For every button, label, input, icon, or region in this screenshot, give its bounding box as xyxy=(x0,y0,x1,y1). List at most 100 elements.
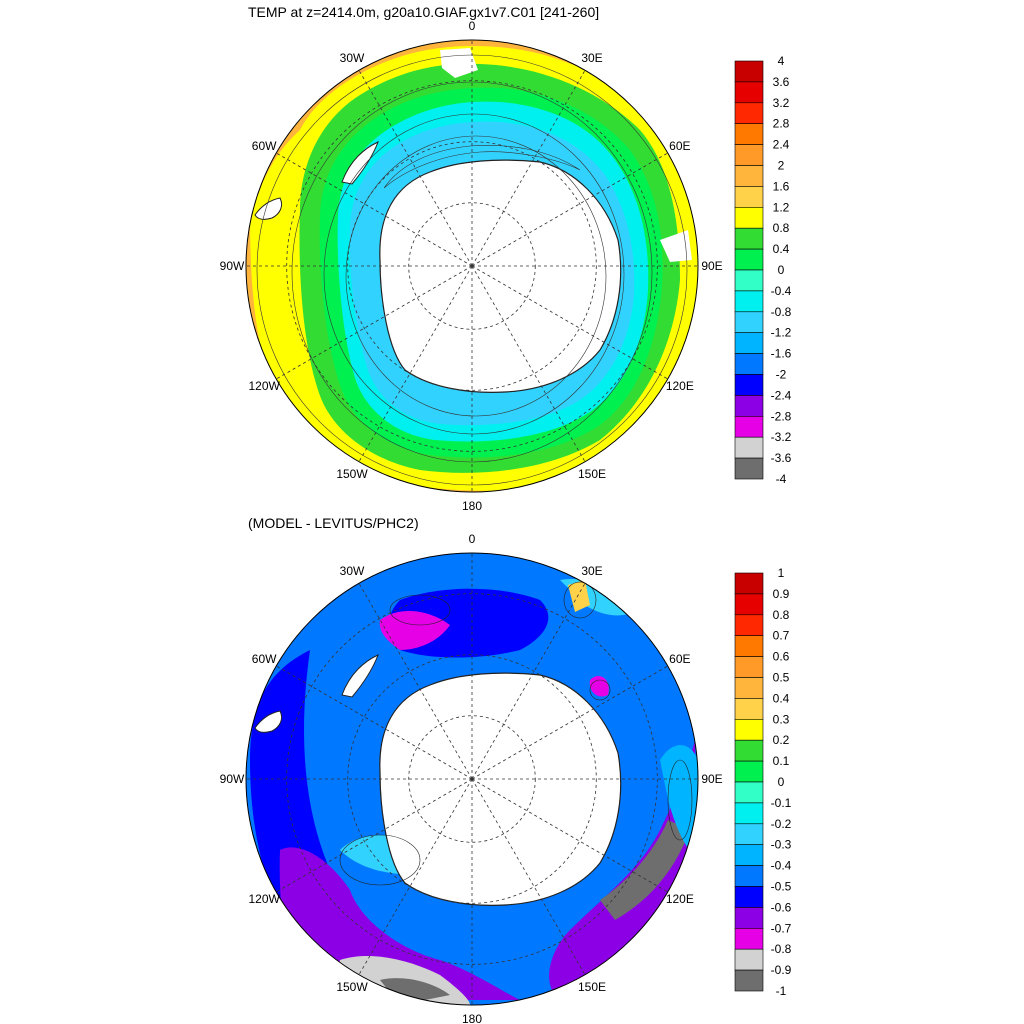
longitude-label: 150E xyxy=(578,980,606,994)
southeast-gray-band xyxy=(600,820,690,920)
colorbar-tick-label: 1.2 xyxy=(773,200,790,214)
colorbar-difference: 1 0.9 0.8 0.7 0.6 0.5 0.4 0.3 0.2 0.1 0 -0.1 -0.2 -0.… xyxy=(734,566,792,998)
colorbar-swatch xyxy=(734,457,764,480)
colorbar-swatch xyxy=(734,886,764,908)
colorbar-tick-label: -3.2 xyxy=(771,430,792,444)
meridian-line xyxy=(471,778,586,975)
meridian-line xyxy=(276,152,473,267)
antarctica xyxy=(379,159,622,393)
colorbar-swatch xyxy=(734,739,764,762)
antarctic-peninsula xyxy=(341,141,379,185)
colorbar-swatch xyxy=(734,374,764,396)
colorbar-swatch xyxy=(734,81,764,104)
colorbar-swatch xyxy=(734,269,764,292)
longitude-labels: 0 30E 60E 90E 120E 150E 180 150W 120W 90W 60W 30W xyxy=(220,19,723,513)
colorbar-swatch xyxy=(734,165,764,187)
colorbar-swatch xyxy=(734,572,764,595)
latitude-circle xyxy=(408,202,536,330)
map-border xyxy=(245,39,699,493)
temperature-map: 0 30E 60E 90E 120E 150E 180 150W 120W 90W 60W 30W xyxy=(220,19,723,513)
colorbar-swatch xyxy=(734,656,764,678)
colorbar-swatch xyxy=(734,186,764,208)
colorbar-swatch xyxy=(734,593,764,616)
colorbar-swatch xyxy=(734,844,764,866)
colorbar-swatch xyxy=(734,698,764,720)
colorbar-swatch xyxy=(734,781,764,804)
longitude-label: 120E xyxy=(666,892,694,906)
east-cyan-region xyxy=(660,745,698,860)
colorbar-tick-label: 3.6 xyxy=(773,75,790,89)
meridian-line xyxy=(358,583,473,780)
colorbar-swatch xyxy=(734,677,764,699)
colorbar-swatch xyxy=(734,718,764,741)
longitude-label: 30W xyxy=(340,564,365,578)
colorbar-tick-label: -0.7 xyxy=(771,921,792,935)
colorbar-tick-label: -0.6 xyxy=(771,900,792,914)
longitude-label: 30E xyxy=(581,51,602,65)
meridian-line xyxy=(471,152,668,267)
longitude-label: 120W xyxy=(248,892,280,906)
land-mask-top xyxy=(440,48,478,78)
longitude-label: 150W xyxy=(336,467,368,481)
antarctic-peninsula xyxy=(341,654,379,698)
meridian-line xyxy=(358,778,473,975)
northeast-yellow-spot xyxy=(568,580,590,612)
colorbar-tick-label: -0.1 xyxy=(771,796,792,810)
meridian-line xyxy=(471,265,668,380)
colorbar-tick-label: 1 xyxy=(778,566,785,580)
colorbar-tick-label: -2 xyxy=(776,368,787,382)
latitude-circle xyxy=(347,654,597,904)
longitude-label: 60W xyxy=(252,652,277,666)
colorbar-tick-label: 0.3 xyxy=(773,712,790,726)
longitude-label: 90E xyxy=(701,772,722,786)
colorbar-tick-label: -0.4 xyxy=(771,284,792,298)
colorbar-swatch xyxy=(734,102,764,125)
colorbar-swatch xyxy=(734,907,764,929)
colorbar-swatch xyxy=(734,802,764,825)
colorbar-swatch xyxy=(734,415,764,438)
colorbar-swatch xyxy=(734,248,764,271)
colorbar-swatch xyxy=(734,865,764,887)
longitude-label: 90W xyxy=(220,772,245,786)
colorbar-tick-label: 0.7 xyxy=(773,629,790,643)
colorbar-tick-label: 1.6 xyxy=(773,179,790,193)
colorbar-tick-label: -0.8 xyxy=(771,942,792,956)
colorbar-temperature: 4 3.6 3.2 2.8 2.4 2 1.6 1.2 0.8 0.4 0 -0.4 -0.8 -1.2 -… xyxy=(734,54,792,486)
longitude-label: 180 xyxy=(462,1012,482,1024)
longitude-label: 120E xyxy=(666,379,694,393)
colorbar-swatch xyxy=(734,332,764,354)
longitude-label: 120W xyxy=(248,379,280,393)
colorbar-tick-label: 2.4 xyxy=(773,138,790,152)
meridian-line xyxy=(276,778,473,893)
colorbar-swatch xyxy=(734,227,764,250)
latitude-circle xyxy=(408,715,536,843)
longitude-label: 60W xyxy=(252,139,277,153)
colorbar-swatch xyxy=(734,927,764,950)
longitude-label: 150W xyxy=(336,980,368,994)
colorbar-tick-label: -0.3 xyxy=(771,838,792,852)
meridian-line xyxy=(358,70,473,267)
colorbar-swatch xyxy=(734,823,764,845)
antarctica xyxy=(379,672,622,906)
meridian-line xyxy=(276,265,473,380)
colorbar-tick-label: 0 xyxy=(778,263,785,277)
meridian-line xyxy=(471,265,586,462)
longitude-label: 0 xyxy=(469,532,476,546)
colorbar-tick-label: 0 xyxy=(778,775,785,789)
latitude-circle xyxy=(286,593,658,965)
colorbar-tick-label: -0.4 xyxy=(771,859,792,873)
longitude-labels: 0 30E 60E 90E 120E 150E 180 150W 120W 90W 60W 30W xyxy=(220,532,723,1024)
colorbar-swatch xyxy=(734,635,764,657)
colorbar-tick-label: 3.2 xyxy=(773,96,790,110)
colorbar-tick-label: 0.4 xyxy=(773,242,790,256)
colorbar-tick-label: -0.2 xyxy=(771,817,792,831)
colorbar-tick-label: -0.8 xyxy=(771,305,792,319)
colorbar-swatch xyxy=(734,436,764,459)
panel-2-title: (MODEL - LEVITUS/PHC2) xyxy=(248,515,419,531)
colorbar-swatch xyxy=(734,290,764,313)
longitude-label: 180 xyxy=(462,499,482,513)
longitude-label: 30E xyxy=(581,564,602,578)
colorbar-tick-label: -0.9 xyxy=(771,963,792,977)
longitude-label: 0 xyxy=(469,19,476,33)
